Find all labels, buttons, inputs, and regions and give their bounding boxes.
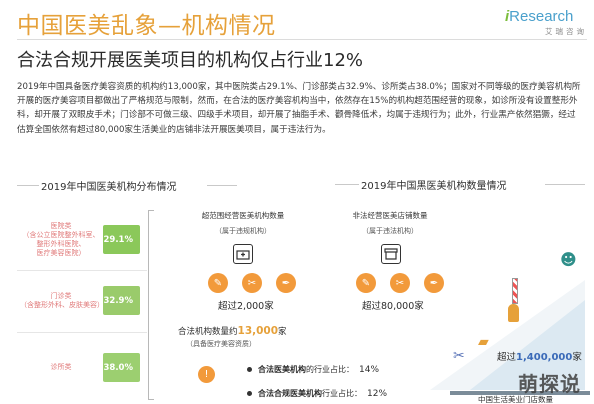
bracket-connector [148,210,158,400]
triangle-decoration-inner [470,300,585,390]
warning-icon: ! [198,366,215,383]
row-divider [17,332,147,333]
section-divider-right-end [545,184,585,185]
body-paragraph: 2019年中国具备医疗美容资质的机构约13,000家，其中医院类占29.1%、门… [17,82,581,135]
category-label-outpatient: 门诊类 （含整形外科、皮肤美容） [20,292,104,309]
col1-count: 超过2,000家 [218,301,274,312]
syringe-icon: ✎ [208,273,228,293]
bar-outpatient: 32.9% [103,286,140,315]
col1-subheading: （属于违规机构） [215,227,271,235]
scissors-icon: ✂ [453,348,465,364]
lipstick-icon [508,304,519,322]
row-divider [17,270,147,271]
legal-total-note: （具备医疗美容资质） [186,340,256,348]
syringe-icon: ✎ [356,273,376,293]
section-divider-left [17,185,39,186]
cosmetics-icon: ▰ [478,334,489,350]
bar-hospital: 29.1% [103,225,140,254]
ratio-compliant: 合法合规医美机构行业占比： 12% [247,388,387,399]
section-divider-right [335,184,359,185]
scalpel-icon: ✂ [242,273,262,293]
hospital-icon [233,244,253,264]
life-beauty-count: 超过1,400,000家 [497,352,582,363]
left-section-title: 2019年中国医美机构分布情况 [41,182,177,193]
base-line [450,391,590,395]
page-subtitle: 合法合规开展医美项目的机构仅占行业12% [17,50,364,71]
brand-tagline: 艾瑞咨询 [545,27,587,36]
category-label-clinic: 诊所类 [50,363,72,371]
brand-logo: iResearch 艾瑞咨询 [505,8,587,36]
ratio-legal: 合法医美机构的行业占比： 14% [247,364,379,375]
bar-clinic: 38.0% [103,353,140,382]
page-title: 中国医美乱象—机构情况 [17,13,276,39]
right-section-title: 2019年中国黑医美机构数量情况 [361,181,507,192]
injection-icon: ✒ [276,273,296,293]
scalpel-icon: ✂ [390,273,410,293]
storefront-icon [381,244,401,264]
barber-pole-icon [512,278,518,304]
col1-heading: 超范围经营医美机构数量 [201,211,285,220]
legal-total: 合法机构数量约13,000家 [178,325,287,337]
life-beauty-caption: 中国生活美业门店数量 [478,395,553,404]
category-label-hospital: 医院类 （含公立医院整外科室、 整形外科医院、 医疗美容医院） [22,222,100,257]
header-divider [17,39,587,40]
col1-icon-row: ✎ ✂ ✒ [208,273,296,293]
col2-subheading: （属于违法机构） [362,227,418,235]
watermark-text: 萌探说 [518,372,581,396]
col2-count: 超过80,000家 [362,301,424,312]
col2-heading: 非法经营医美店铺数量 [352,211,428,220]
hairdresser-icon: ☻ [560,250,577,269]
section-divider-left-end [207,185,237,186]
